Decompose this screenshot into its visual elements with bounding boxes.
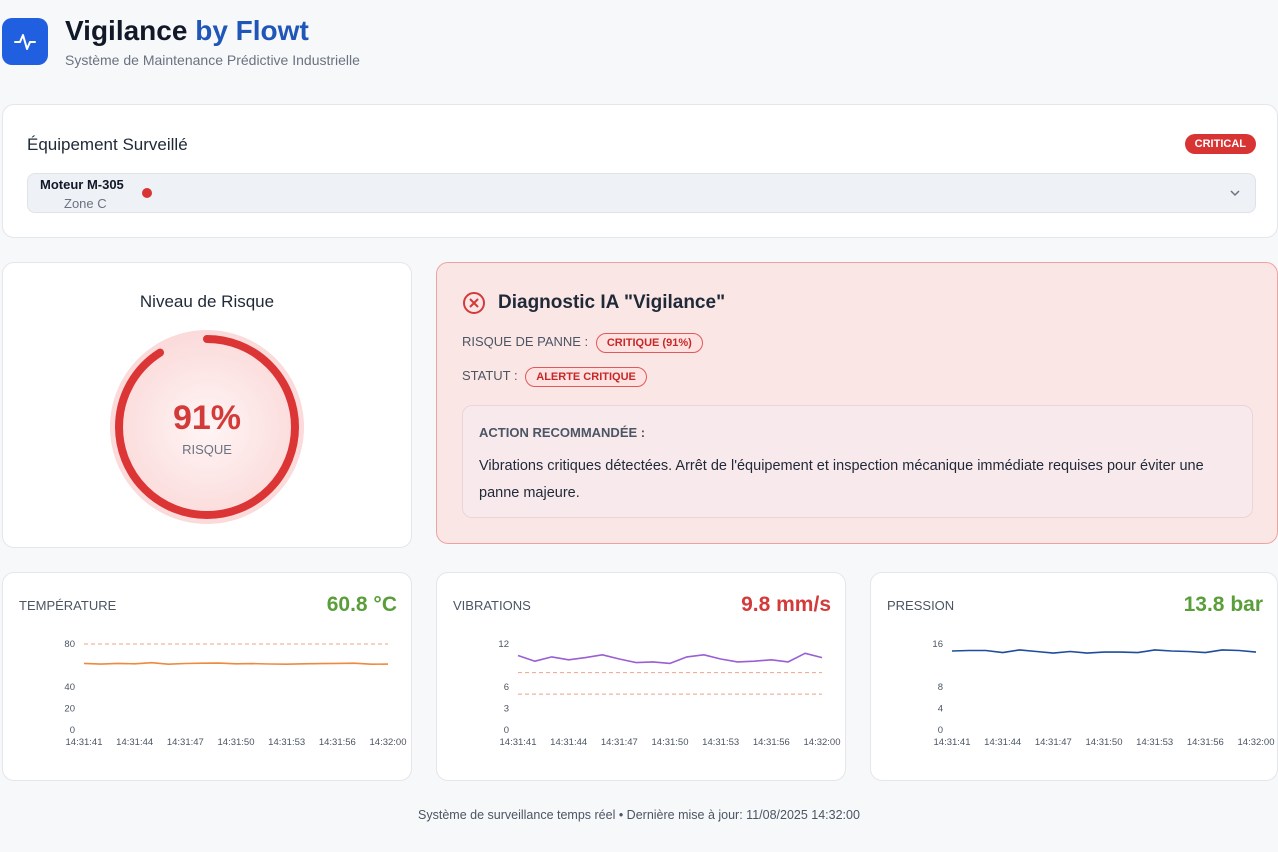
equipment-label: Équipement Surveillé: [27, 135, 188, 154]
equipment-name: Moteur M-305: [40, 177, 124, 192]
risk-title: Niveau de Risque: [139, 292, 275, 311]
app-title: Vigilance by Flowt: [65, 15, 309, 47]
app-icon: [2, 18, 48, 65]
status-dot: [142, 188, 152, 198]
metric-value: 60.8 °C: [326, 593, 397, 616]
diagnostic-card: Diagnostic IA "Vigilance" RISQUE DE PANN…: [436, 262, 1278, 544]
equipment-select[interactable]: Moteur M-305 Zone C: [27, 173, 1256, 213]
gauge-arc: [115, 335, 299, 519]
footer: Système de surveillance temps réel • Der…: [418, 808, 860, 822]
metric-title: VIBRATIONS: [453, 598, 531, 613]
diagnostic-row: RISQUE DE PANNE : CRITIQUE (91%): [462, 333, 703, 353]
gauge-bg: [110, 330, 304, 524]
risk-gauge: 91% RISQUE: [110, 330, 304, 524]
equipment-zone: Zone C: [64, 196, 107, 211]
title-accent: by Flowt: [195, 15, 309, 46]
pulse-icon: [14, 34, 36, 50]
action-title: ACTION RECOMMANDÉE :: [479, 425, 646, 440]
risk-caption: RISQUE: [182, 442, 232, 457]
metric-value: 9.8 mm/s: [741, 593, 831, 616]
subtitle: Système de Maintenance Prédictive Indust…: [65, 52, 360, 68]
chevron: [1230, 190, 1240, 197]
metric-card: PRESSION 13.8 bar: [870, 572, 1278, 781]
status-badge: CRITICAL: [1184, 134, 1256, 154]
metric-title: TEMPÉRATURE: [19, 598, 117, 613]
row-badge: CRITIQUE (91%): [595, 333, 703, 353]
metric-title: PRESSION: [887, 598, 955, 613]
row-badge: ALERTE CRITIQUE: [525, 367, 647, 387]
equipment-card: Équipement Surveillé CRITICAL Moteur M-3…: [2, 104, 1278, 238]
error-icon: [463, 292, 485, 314]
metric-value: 13.8 bar: [1183, 593, 1263, 616]
risk-card: Niveau de Risque 91% RISQUE: [2, 262, 412, 548]
metric-card: TEMPÉRATURE 60.8 °C: [2, 572, 412, 781]
risk-value: 91%: [173, 399, 241, 437]
row-label: STATUT :: [462, 368, 518, 383]
diagnostic-row: STATUT : ALERTE CRITIQUE: [462, 367, 647, 387]
row-label: RISQUE DE PANNE :: [462, 334, 589, 349]
metric-card: VIBRATIONS 9.8 mm/s: [436, 572, 846, 781]
action-box: ACTION RECOMMANDÉE : Vibrations critique…: [462, 405, 1253, 518]
action-text: Vibrations critiques détectées. Arrêt de…: [479, 458, 1204, 501]
diagnostic-title: Diagnostic IA "Vigilance": [498, 292, 726, 313]
title: Vigilance: [65, 15, 188, 46]
